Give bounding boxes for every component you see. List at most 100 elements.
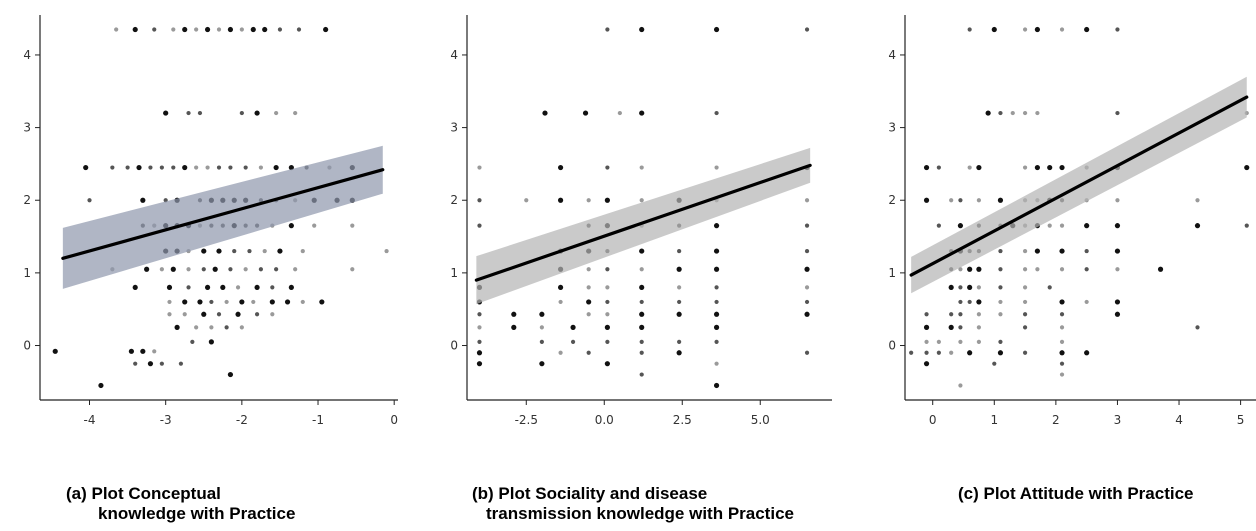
data-point-c-101: [924, 339, 929, 344]
data-point-a-2: [152, 27, 157, 32]
caption-b-line-2: transmission knowledge with Practice: [486, 504, 794, 523]
data-point-b-11: [605, 165, 610, 170]
data-point-c-100: [1195, 325, 1200, 330]
data-point-c-78: [958, 299, 963, 305]
data-point-b-77: [477, 339, 482, 344]
data-point-c-97: [976, 325, 981, 330]
data-point-c-12: [1115, 110, 1120, 116]
data-point-c-113: [1022, 350, 1028, 355]
data-point-b-89: [804, 350, 810, 355]
data-point-c-17: [976, 164, 982, 171]
data-point-c-95: [948, 324, 954, 330]
data-point-c-10: [1022, 110, 1028, 116]
data-point-c-63: [976, 266, 982, 272]
data-point-b-24: [477, 223, 482, 228]
x-tick-label-b-3: 5.0: [751, 413, 770, 427]
y-tick-label-b-4: 4: [450, 48, 458, 62]
data-point-b-20: [639, 198, 644, 203]
data-point-b-3: [804, 27, 810, 32]
data-point-b-66: [639, 311, 645, 317]
data-point-b-63: [539, 311, 545, 317]
data-point-b-92: [604, 361, 610, 367]
data-point-b-94: [639, 372, 644, 377]
data-point-c-115: [1084, 350, 1090, 356]
data-point-c-92: [1059, 312, 1065, 317]
data-point-c-72: [958, 285, 963, 290]
data-point-a-108: [224, 299, 229, 305]
data-point-c-109: [936, 350, 941, 355]
data-point-b-29: [713, 223, 720, 229]
data-point-c-85: [1114, 299, 1121, 305]
data-point-a-122: [174, 324, 180, 330]
data-point-b-84: [476, 350, 483, 356]
panel-b: 0 1 2 3 4 -2.5 0.0 2.5 5.0: [450, 15, 832, 427]
data-point-c-96: [958, 325, 963, 330]
data-point-a-19: [254, 110, 260, 116]
regression-line-b: [474, 163, 812, 282]
data-point-b-7: [639, 110, 645, 116]
data-point-c-116: [923, 361, 930, 367]
data-point-a-101: [254, 284, 260, 291]
data-point-c-118: [1059, 361, 1065, 366]
data-point-a-28: [171, 165, 176, 170]
data-point-a-75: [216, 248, 222, 254]
data-point-b-30: [804, 223, 810, 228]
x-tick-label-c-2: 2: [1052, 413, 1060, 427]
data-point-b-1: [639, 26, 645, 33]
y-tick-label-a-0: 0: [23, 339, 31, 353]
data-point-c-47: [1114, 223, 1121, 229]
data-point-b-6: [617, 110, 622, 116]
data-point-b-56: [605, 299, 610, 305]
panel-c: 0 1 2 3 4 0 1 2 3 4 5: [888, 15, 1256, 427]
data-point-c-19: [1034, 164, 1040, 171]
data-point-c-105: [998, 339, 1003, 344]
data-point-a-23: [110, 165, 115, 170]
data-point-b-42: [676, 266, 682, 272]
data-point-a-25: [136, 164, 142, 171]
data-point-c-44: [1047, 223, 1052, 228]
data-point-b-83: [714, 339, 719, 344]
confidence-band-a: [62, 145, 383, 289]
data-point-a-110: [251, 299, 256, 305]
data-point-a-102: [270, 285, 275, 290]
data-point-b-88: [676, 350, 682, 356]
data-point-b-72: [539, 325, 544, 330]
data-point-a-136: [178, 361, 184, 366]
data-point-c-15: [936, 165, 941, 170]
data-point-c-7: [985, 110, 991, 116]
data-point-c-67: [1059, 267, 1065, 272]
data-point-c-75: [998, 285, 1003, 290]
data-point-b-15: [477, 198, 482, 203]
data-point-b-61: [477, 312, 482, 317]
data-point-a-81: [384, 248, 389, 254]
data-point-a-9: [239, 27, 244, 32]
data-point-a-27: [159, 165, 164, 170]
data-point-b-37: [804, 248, 810, 254]
x-tick-label-a-3: -1: [312, 413, 324, 427]
data-point-a-98: [204, 284, 211, 291]
data-point-c-26: [949, 198, 954, 203]
x-tick-label-c-5: 5: [1237, 413, 1245, 427]
data-point-c-80: [976, 299, 982, 305]
data-point-a-21: [293, 110, 298, 116]
data-point-a-126: [239, 325, 244, 330]
x-tick-label-a-1: -3: [160, 413, 172, 427]
data-point-a-89: [228, 267, 233, 272]
panel-a: 0 1 2 3 4 -4 -3 -2 -1 0: [23, 15, 398, 427]
data-point-c-73: [967, 284, 973, 291]
data-point-c-48: [1194, 223, 1201, 229]
points-c: [909, 26, 1250, 388]
data-point-c-3: [1034, 26, 1040, 33]
data-point-c-90: [998, 312, 1003, 317]
data-point-a-111: [269, 299, 275, 305]
data-point-a-24: [125, 165, 130, 170]
x-tick-label-b-2: 2.5: [673, 413, 692, 427]
y-tick-label-b-2: 2: [450, 193, 458, 207]
data-point-a-18: [239, 110, 244, 116]
data-point-c-110: [949, 350, 954, 355]
caption-b: (b) Plot Sociality and disease transmiss…: [472, 484, 794, 524]
data-point-a-88: [212, 266, 218, 272]
data-point-a-86: [186, 267, 191, 272]
data-point-a-104: [167, 299, 172, 305]
data-point-b-18: [586, 198, 591, 203]
